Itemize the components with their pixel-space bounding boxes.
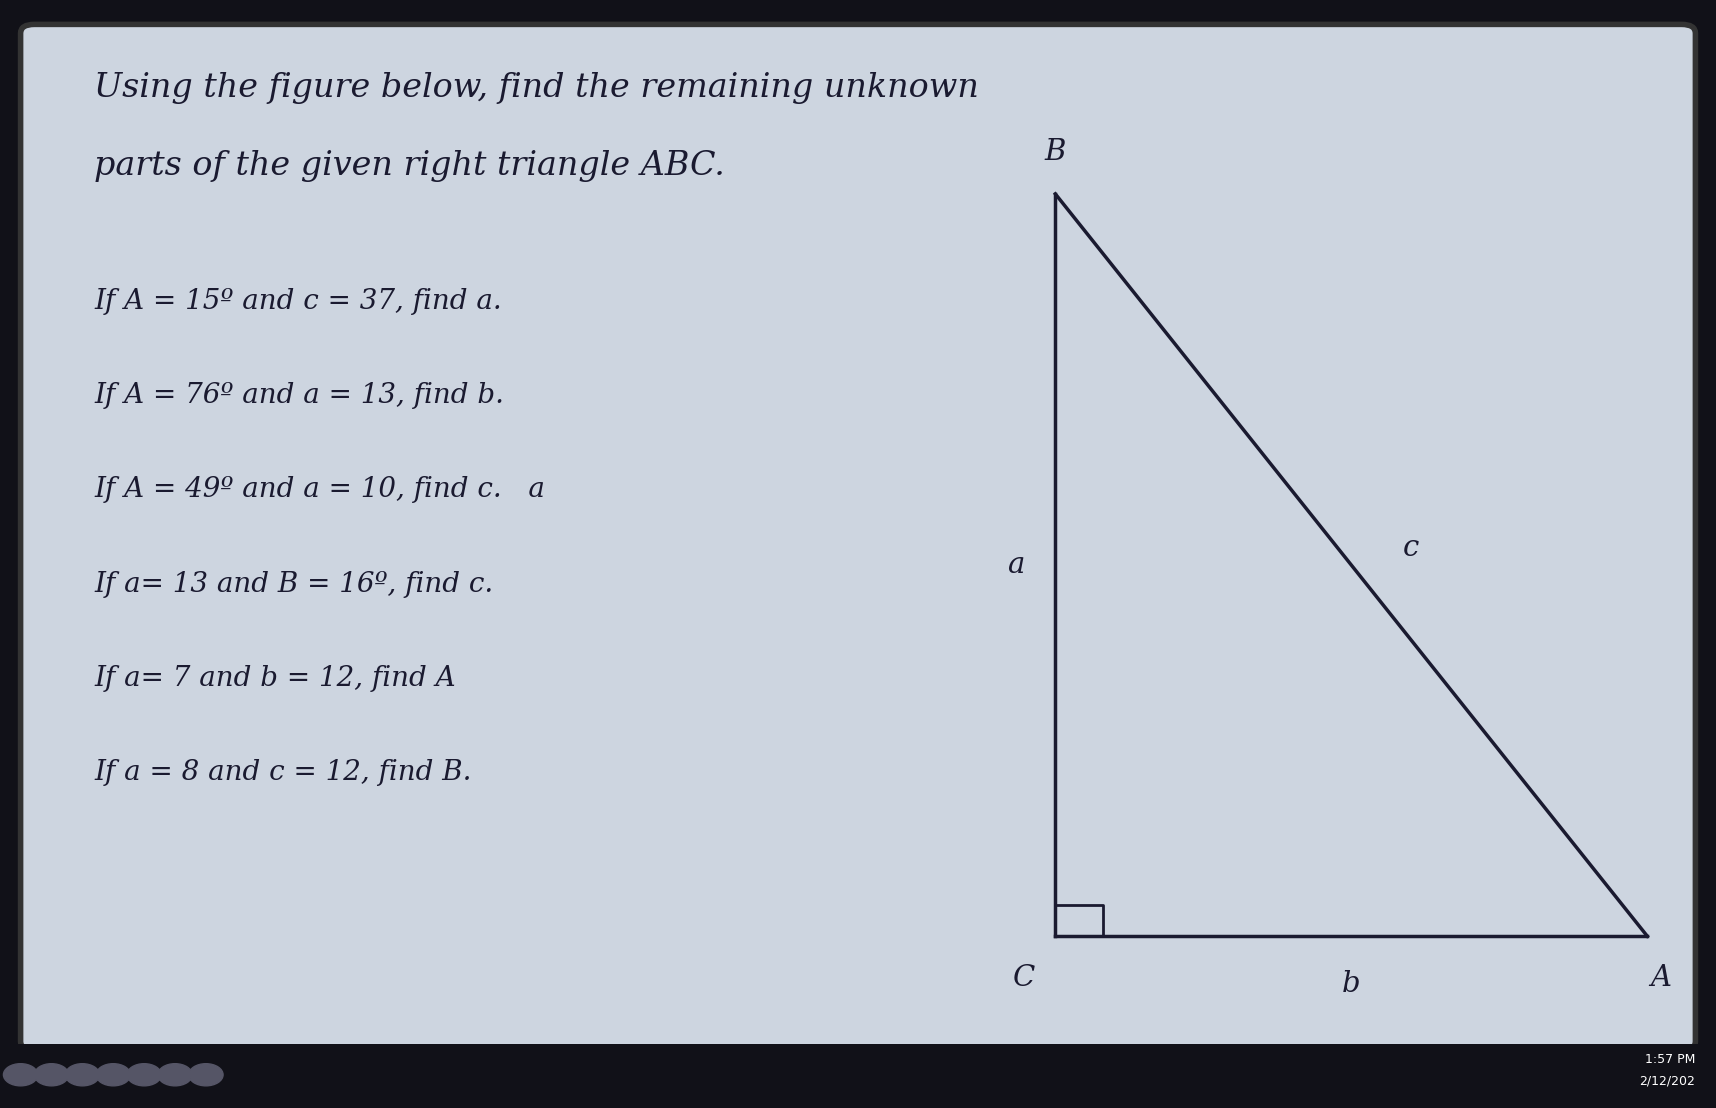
- Circle shape: [189, 1064, 223, 1086]
- Circle shape: [158, 1064, 192, 1086]
- Text: 1:57 PM: 1:57 PM: [1646, 1053, 1695, 1066]
- Text: If A = 49º and a = 10, find c.   a: If A = 49º and a = 10, find c. a: [94, 476, 546, 503]
- Text: Using the figure below, find the remaining unknown: Using the figure below, find the remaini…: [94, 72, 980, 104]
- Circle shape: [96, 1064, 130, 1086]
- Circle shape: [3, 1064, 38, 1086]
- Text: parts of the given right triangle ABC.: parts of the given right triangle ABC.: [94, 150, 726, 182]
- Bar: [0, 1044, 1716, 1108]
- Text: B: B: [1045, 138, 1066, 166]
- Circle shape: [34, 1064, 69, 1086]
- Circle shape: [65, 1064, 100, 1086]
- Text: If a = 8 and c = 12, find B.: If a = 8 and c = 12, find B.: [94, 759, 472, 786]
- Text: If A = 15º and c = 37, find a.: If A = 15º and c = 37, find a.: [94, 288, 503, 315]
- Text: If a= 7 and b = 12, find A: If a= 7 and b = 12, find A: [94, 665, 456, 691]
- Text: a: a: [1007, 551, 1024, 579]
- Text: c: c: [1404, 534, 1419, 563]
- Text: b: b: [1342, 970, 1361, 997]
- Circle shape: [127, 1064, 161, 1086]
- Text: If a= 13 and B = 16º, find c.: If a= 13 and B = 16º, find c.: [94, 571, 494, 597]
- Text: 2/12/202: 2/12/202: [1639, 1075, 1695, 1088]
- Text: If A = 76º and a = 13, find b.: If A = 76º and a = 13, find b.: [94, 382, 505, 409]
- Text: C: C: [1014, 964, 1035, 992]
- Text: A: A: [1651, 964, 1671, 992]
- FancyBboxPatch shape: [21, 24, 1695, 1050]
